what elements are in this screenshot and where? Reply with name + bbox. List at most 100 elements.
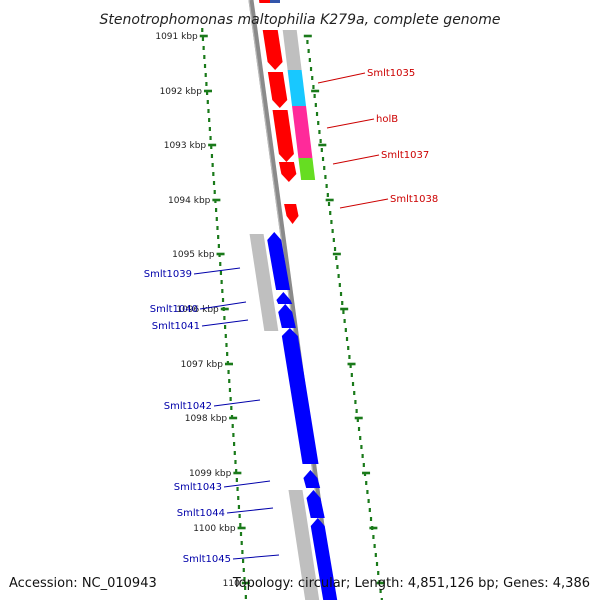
scale-tick-dot — [315, 112, 319, 116]
kbp-label: 1093 kbp — [164, 141, 207, 151]
scale-tick-dot — [202, 46, 205, 50]
label-leader — [213, 399, 261, 407]
scale-tick-dot — [380, 598, 383, 600]
gene-label-holb: holB — [376, 114, 398, 125]
major-tick — [203, 89, 212, 93]
major-tick — [369, 526, 378, 530]
label-leader — [317, 72, 366, 84]
major-tick — [224, 362, 233, 366]
scale-tick-dot — [221, 289, 224, 293]
gene-feature — [270, 0, 280, 3]
scale-tick-dot — [320, 148, 323, 152]
cog-category-track — [292, 106, 313, 158]
major-tick — [212, 198, 221, 202]
scale-tick-dot — [309, 67, 313, 71]
scale-tick-dot — [321, 157, 325, 161]
scale-tick-dot — [327, 202, 331, 206]
scale-tick-dot — [333, 247, 337, 251]
gene-feature-forward — [272, 110, 294, 162]
scale-tick-dot — [355, 409, 358, 413]
scale-tick-dot — [231, 424, 234, 428]
scale-tick-dot — [223, 325, 227, 329]
scale-tick-dot — [228, 388, 232, 392]
kbp-label: 1098 kbp — [185, 414, 228, 424]
major-tick — [233, 471, 242, 475]
scale-tick-dot — [223, 316, 226, 320]
scale-tick-dot — [235, 469, 238, 473]
major-tick — [229, 416, 238, 420]
topology-summary: Topology: circular; Length: 4,851,126 bp… — [232, 576, 590, 591]
scale-tick-dot — [219, 262, 222, 266]
scale-tick-dot — [350, 373, 353, 377]
scale-tick-dot — [243, 577, 246, 581]
scale-tick-dot — [332, 238, 335, 242]
scale-tick-dot — [359, 436, 362, 440]
scale-tick-dot — [348, 355, 351, 359]
label-leader — [326, 118, 375, 129]
scale-tick-dot — [208, 127, 211, 131]
scale-tick-dot — [345, 337, 349, 341]
kbp-label: 1095 kbp — [172, 250, 215, 260]
scale-tick-dot — [367, 499, 370, 503]
scale-tick-dot — [211, 163, 214, 167]
scale-tick-dot — [344, 328, 347, 332]
scale-tick-dot — [343, 319, 346, 323]
gene-label-smlt1040: Smlt1040 — [150, 304, 198, 315]
gene-label-smlt1045: Smlt1045 — [183, 554, 231, 565]
scale-tick-dot — [314, 103, 317, 107]
scale-tick-dot — [244, 586, 247, 590]
gene-features — [248, 0, 338, 600]
scale-tick-dot — [242, 568, 245, 572]
scale-tick-dot — [326, 193, 329, 197]
scale-tick-dot — [362, 463, 365, 467]
label-leader — [193, 267, 241, 275]
scale-tick-dot — [244, 595, 247, 599]
kbp-label: 110 — [223, 579, 240, 589]
scale-tick-dot — [306, 40, 309, 44]
scale-tick-dot — [351, 382, 355, 386]
scale-tick-dot — [217, 244, 220, 248]
category-track — [288, 490, 320, 600]
gene-feature-reverse — [303, 470, 321, 488]
scale-tick-dot — [354, 400, 357, 404]
major-tick — [311, 89, 320, 93]
gene-label-smlt1041: Smlt1041 — [152, 321, 200, 332]
scale-tick-dot — [366, 490, 369, 494]
scale-tick-dot — [217, 235, 220, 239]
scale-tick-dot — [353, 391, 356, 395]
scale-tick-dot — [237, 505, 241, 509]
scale-tick-dot — [213, 190, 216, 194]
scale-tick-dot — [368, 508, 371, 512]
scale-tick-dot — [229, 397, 232, 401]
scale-tick-dot — [240, 541, 243, 545]
gene-feature-reverse — [267, 232, 291, 290]
genome-title: Stenotrophomonas maltophilia K279a, comp… — [100, 12, 501, 28]
kbp-label: 1092 kbp — [160, 87, 203, 97]
label-leader — [201, 319, 249, 327]
scale-tick-dot — [203, 55, 206, 59]
major-tick — [318, 143, 327, 147]
scale-tick-dot — [241, 550, 244, 554]
scale-tick-dot — [216, 226, 219, 230]
kbp-label: 1097 kbp — [181, 360, 224, 370]
scale-tick-dot — [230, 406, 233, 410]
scale-tick-dot — [377, 571, 380, 575]
gene-label-smlt1037: Smlt1037 — [381, 150, 429, 161]
scale-tick-dot — [210, 154, 214, 158]
scale-tick-dot — [205, 91, 209, 95]
scale-tick-dot — [205, 82, 208, 86]
kbp-label: 1091 kbp — [155, 32, 198, 42]
gene-feature — [259, 0, 274, 3]
gene-label-smlt1038: Smlt1038 — [390, 194, 438, 205]
gene-label-smlt1039: Smlt1039 — [144, 269, 192, 280]
scale-tick-dot — [379, 589, 382, 593]
scale-tick-dot — [349, 364, 352, 368]
scale-tick-dot — [357, 427, 361, 431]
scale-tick-dot — [373, 544, 376, 548]
gene-feature-reverse — [278, 304, 296, 328]
scale-tick-dot — [374, 553, 377, 557]
scale-tick-dot — [232, 433, 235, 437]
gene-label-smlt1042: Smlt1042 — [164, 401, 212, 412]
scale-tick-dot — [375, 562, 379, 566]
scale-tick-dot — [201, 28, 204, 32]
